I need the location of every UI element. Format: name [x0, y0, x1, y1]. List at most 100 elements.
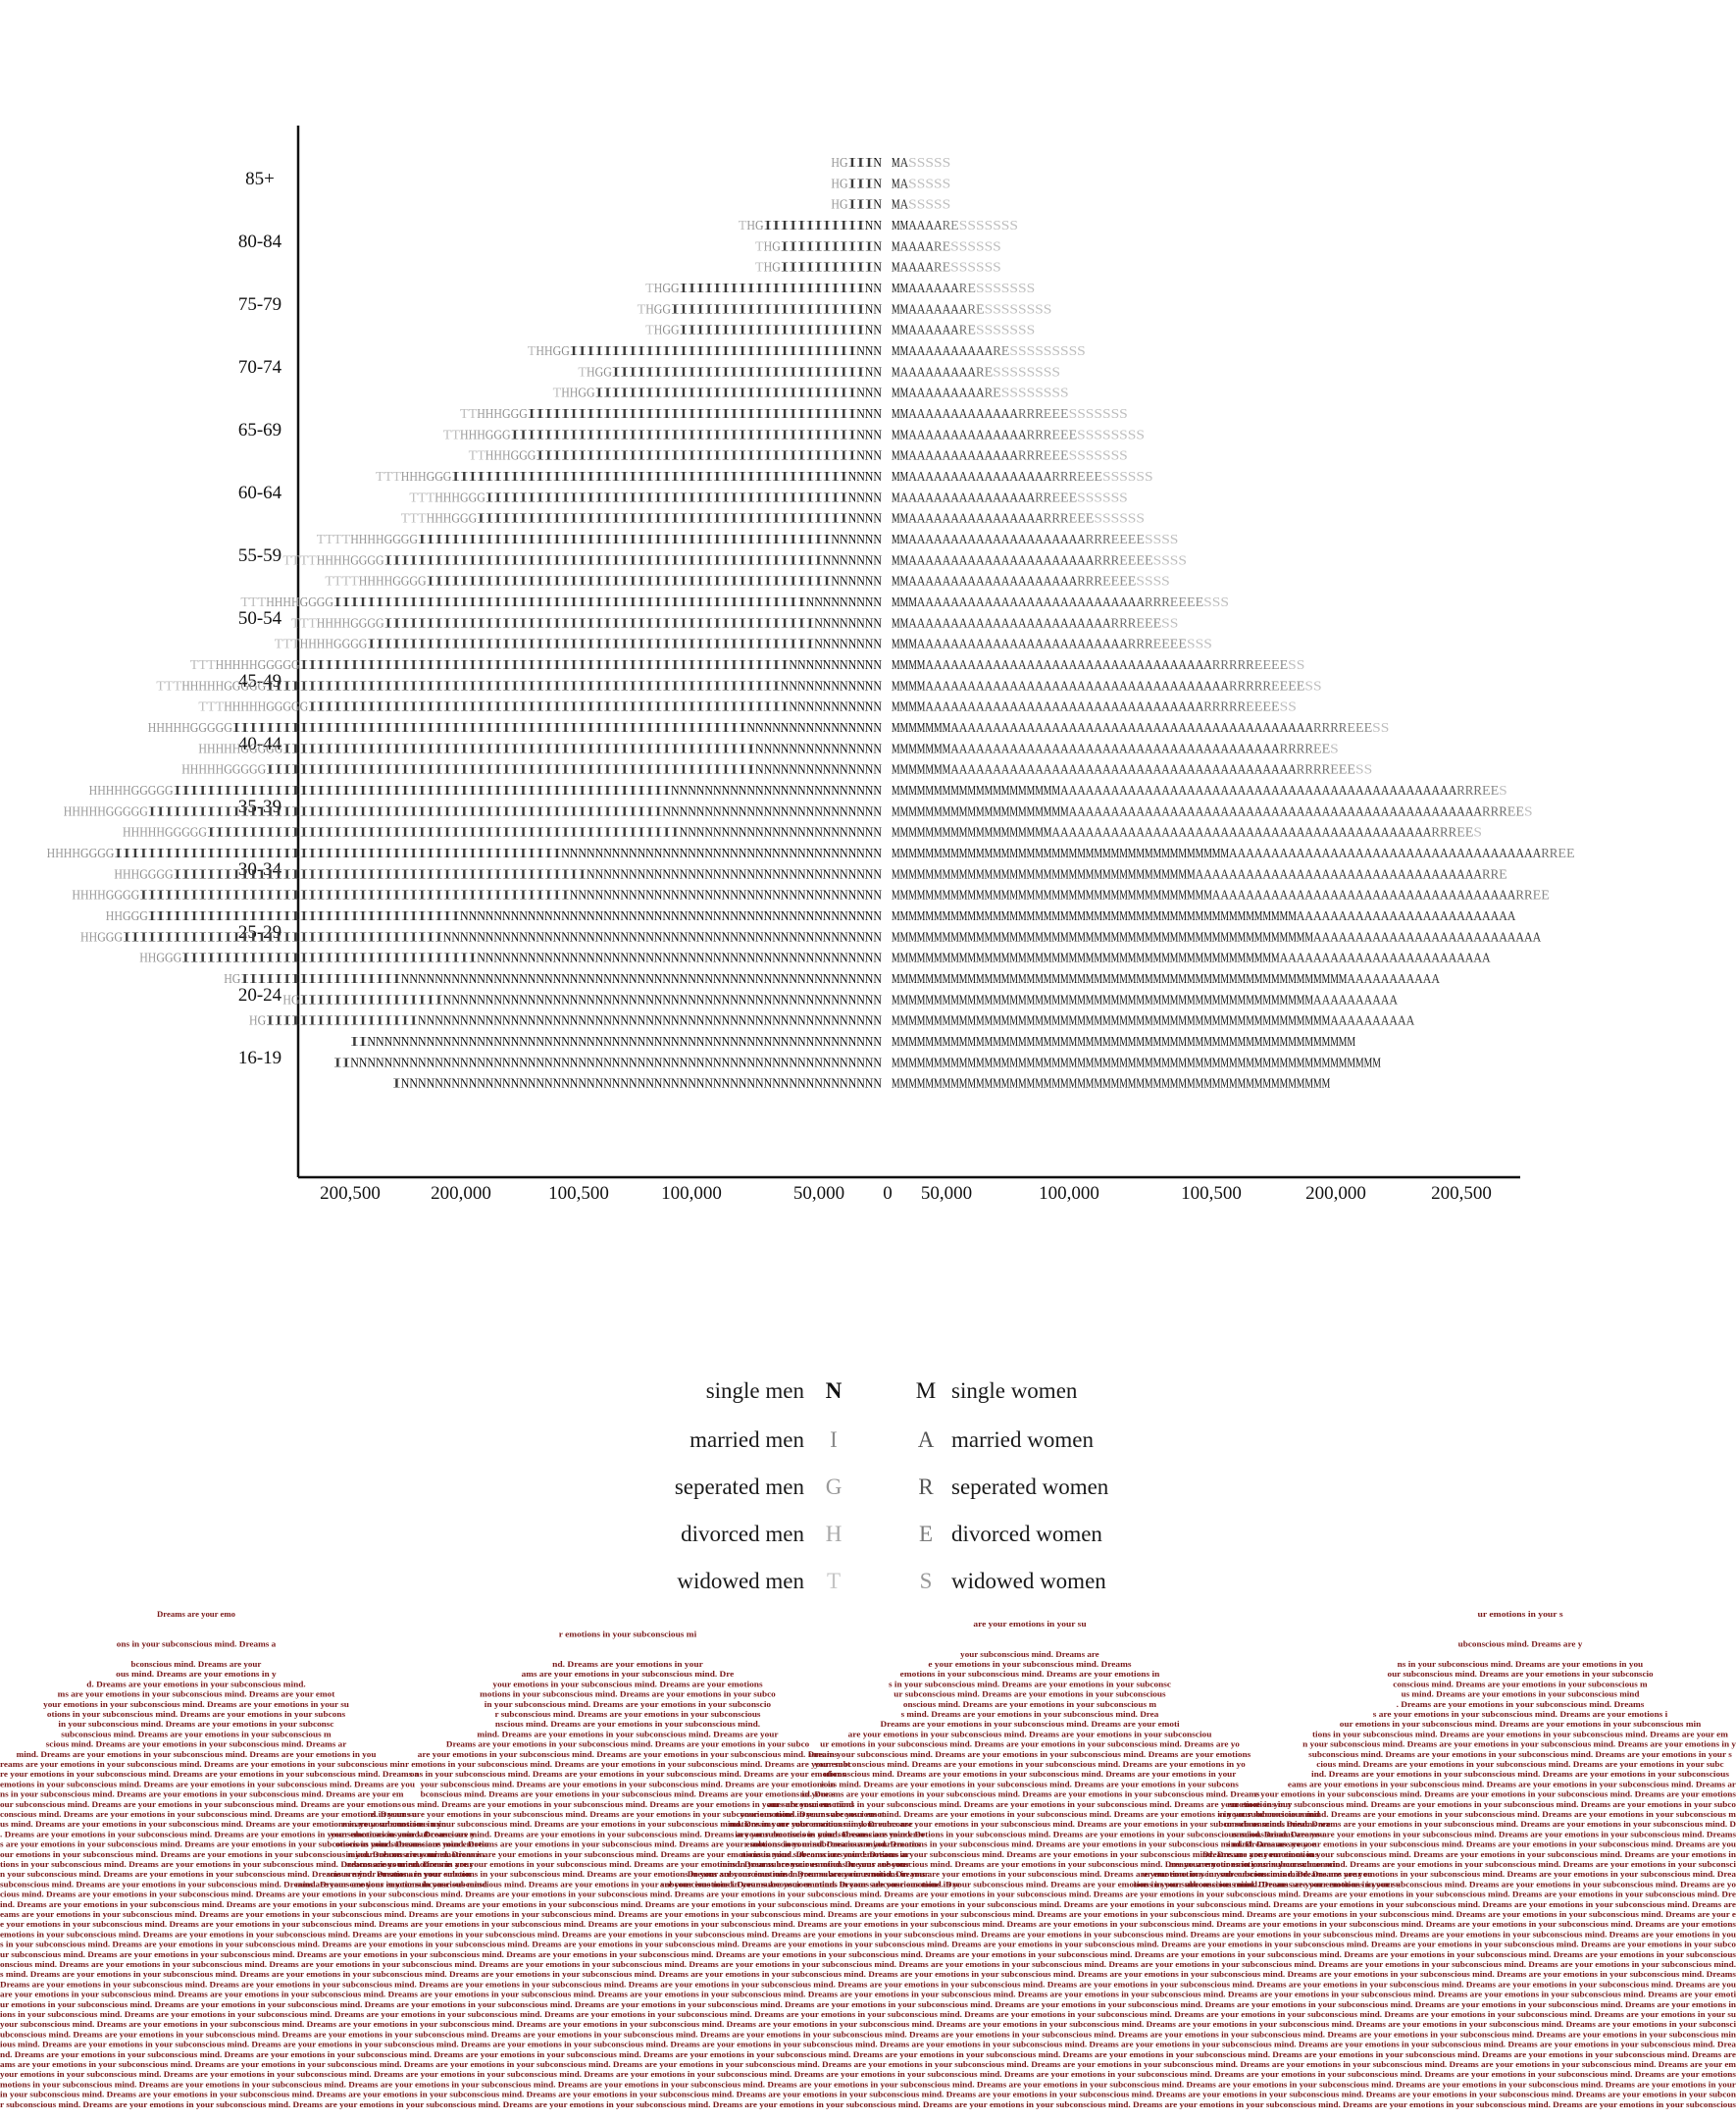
bar-men-g: G — [258, 1014, 267, 1029]
footer-text-line: nd. Dreams are your emotions in your — [552, 1660, 703, 1669]
bar-women-a: AAAAAAAAAAAAAAAA — [908, 512, 1044, 527]
bar-men-n: NNNNNN — [831, 575, 882, 590]
bar-women-m: MMMMMMMMMMMMMMMMMMMMMMMMMMMMMMMMMMMMMMMM… — [892, 993, 1313, 1008]
bar-men-g: GGG — [502, 407, 528, 422]
bar-men-n: NNNNNNNNNNNNNNNNNNNNNNNNN — [671, 784, 882, 799]
footer-text-line: mind. Dreams are your emotions in your s… — [17, 1750, 377, 1759]
footer-text-line: your emotions in your subconscious mind.… — [492, 1680, 762, 1688]
footer-text-line: bconscious mind. Dreams are your — [131, 1660, 262, 1669]
footer-text-line: ms are your emotions in your subconsciou… — [58, 1690, 335, 1699]
bar-women-m: M — [892, 365, 900, 380]
footer-text-line: subconscious mind. Dreams are your emoti… — [345, 1860, 910, 1869]
footer-text-line: r subconscious mind. Dreams are your emo… — [0, 2100, 1736, 2109]
bar-women-s: S — [1330, 742, 1339, 756]
bar-men-g: GG — [595, 365, 612, 380]
bar-women-e: E — [943, 261, 951, 276]
bar-men-t: TTT — [401, 512, 427, 527]
footer-text-line: in your subconscious mind. Dreams are yo… — [735, 1830, 1325, 1838]
bar-men-n: NNNNNNNNNNNNNNNNNNNNNNNNNNNNNNNNNNNNNN — [561, 847, 882, 861]
footer-text-line: subconscious mind. Dreams are your emoti… — [61, 1730, 332, 1738]
bar-men-h: HHHHH — [89, 784, 131, 799]
bar-women-e: E — [993, 387, 1001, 401]
bar-men-i: IIIIIIIIIIIIIIIIIIIIIIIIIIIIIIIIII — [570, 344, 857, 359]
bar-men-n: N — [873, 239, 882, 254]
legend-men-label: seperated men — [674, 1475, 804, 1499]
bar-women-r: RR — [1541, 847, 1558, 861]
bar-women-a: AAAA — [900, 261, 935, 276]
footer-text-line: ons in your subconscious mind. Dreams ar… — [410, 1770, 845, 1779]
bar-men-t: TTT — [156, 679, 181, 694]
bar-men-t: TTTT — [317, 533, 351, 547]
bar-men-g: GG — [578, 387, 594, 401]
bar-men-n: NN — [865, 302, 882, 317]
bar-women-r: R — [943, 219, 951, 233]
footer-text-line: are your emotions in your su — [973, 1620, 1087, 1629]
footer-text-line: s are your emotions in your subconscious… — [1373, 1710, 1668, 1719]
bar-women-e: EEEE — [1153, 638, 1187, 652]
footer-text-line: scious mind. Dreams are your emotions in… — [46, 1740, 347, 1749]
bar-women-r: R — [959, 282, 968, 296]
footer-text-line: your subconscious mind. Dreams are your … — [0, 2020, 1736, 2029]
footer-text-line: nd. Dreams are your emotions in your sub… — [800, 1790, 1260, 1799]
bar-women-e: EEE — [1330, 763, 1355, 778]
bar-men-i: IIIIIIIIIIIIIIIIIIIIIIIIIIIIIIIIIIIIIIII… — [207, 826, 680, 841]
legend-women-symbol: M — [915, 1378, 937, 1403]
bar-men-h: HHHH — [47, 847, 80, 861]
bar-men-i: IIIIIIIIIIIIIIIIIIIIII — [680, 324, 866, 338]
bar-men-i: III — [848, 156, 874, 171]
bar-men-n: NNNNNNNNNNNNNNNNNNNNNNNNNN — [662, 804, 882, 819]
bar-women-s: SSSS — [1136, 575, 1169, 590]
bar-men-t: TT — [469, 449, 486, 464]
bar-men-h: H — [764, 261, 773, 276]
bar-men-n: NNNNNNNN — [814, 638, 882, 652]
bar-women-a: AAAAAAAAAA — [1313, 993, 1399, 1008]
bar-women-a: AAAAAAAAAAA — [1347, 972, 1440, 987]
footer-text-line: ur emotions in your s — [1478, 1610, 1563, 1619]
bar-men-i: IIIIIIIIIIIIIIIIIIIIIIIIIIIIIIIIIII — [181, 952, 478, 966]
bar-women-s: SSS — [1187, 638, 1212, 652]
bar-women-a: AAAAAAAAAAAAA — [908, 407, 1019, 422]
bar-men-n: NN — [865, 365, 882, 380]
footer-text-line: e your emotions in your subconscious min… — [0, 1920, 1736, 1929]
bar-women-e: EE — [1533, 889, 1550, 904]
bar-men-i: IIIIIIIIIIIIIIIIIIIIIII — [671, 302, 865, 317]
bar-men-n: NNNNNNNNNNNNNNNNNNNNNNNNNNNNNNNNNNNNNNNN… — [418, 1014, 882, 1029]
chart-bars: NNNNNNNNNNNNNNNNNNNNNNNNNNNNNNNNNNNNNNNN… — [47, 156, 1575, 1092]
bar-men-h: HH — [139, 952, 156, 966]
footer-text-line: ions in your subconscious mind. Dreams a… — [1134, 1880, 1736, 1889]
bar-men-n: NNNNNNNNNNNNNNNNNNNNNNNNNNNNNNNNNNNNNNNN… — [443, 993, 882, 1008]
x-tick-label: 100,000 — [1039, 1183, 1099, 1204]
footer-text-line: ur subconscious mind. Dreams are your em… — [1224, 1820, 1736, 1829]
bar-women-m: MMMMMMMMMMMMMMMMMMMMMMMMMMMMMMMMMMMM — [892, 867, 1196, 882]
bar-women-m: MMMMMMMMMMMMMMMMMMMMMMMMMMMMMMMMMMMMMMMM — [892, 847, 1229, 861]
bar-women-r: RRR — [1086, 533, 1111, 547]
footer-text-line: Dreams are your emotions in your subcons… — [1202, 1850, 1736, 1859]
bar-men-i: IIIIIIIIIIIIIIIIIIIIIIIIIIIIIIIIIIIIII — [536, 449, 856, 464]
footer-text-line: cious mind. Dreams are your emotions in … — [0, 1890, 1736, 1899]
footer-text-line: scious mind. Dreams are your emotions in… — [327, 1870, 929, 1879]
bar-women-a: AAAAAAAAAAAAAAAAAAAAAAAAAAA — [917, 595, 1146, 610]
bar-women-e: EEEE — [1102, 575, 1136, 590]
bar-men-n: NNNN — [848, 470, 882, 485]
bar-men-n: NNN — [856, 449, 882, 464]
bar-men-i: IIIIIIIIIIIIIIIIIIIIII — [680, 282, 866, 296]
bar-women-m: M — [892, 156, 900, 171]
legend-women-symbol: A — [917, 1427, 935, 1452]
bar-men-i: IIIIIIIIIIIIIIIIIIIIIIIIIIIIIIIIIIIIIIII… — [485, 491, 848, 505]
bar-men-g: G — [772, 239, 781, 254]
bar-men-h: HHHHH — [216, 658, 258, 673]
bar-women-s: SS — [1372, 721, 1389, 736]
bar-men-i: III — [848, 198, 874, 213]
bar-men-h: HHH — [114, 867, 139, 882]
bar-men-h: H — [654, 282, 663, 296]
chart-axes — [296, 126, 1520, 1179]
footer-text-line: onscious mind. Dreams are your emotions … — [1232, 1830, 1736, 1838]
bar-men-g: G — [840, 156, 848, 171]
bar-women-e: EE — [1557, 847, 1574, 861]
footer-text-line: ous mind. Dreams are your emotions in yo… — [402, 1800, 854, 1809]
footer-text-line: r emotions in your subconscious mind. Dr… — [405, 1760, 850, 1769]
bar-women-m: MMM — [892, 595, 917, 610]
bar-women-e: EE — [1313, 742, 1330, 756]
bar-men-h: H — [654, 324, 663, 338]
bar-men-h: HHH — [460, 428, 485, 442]
